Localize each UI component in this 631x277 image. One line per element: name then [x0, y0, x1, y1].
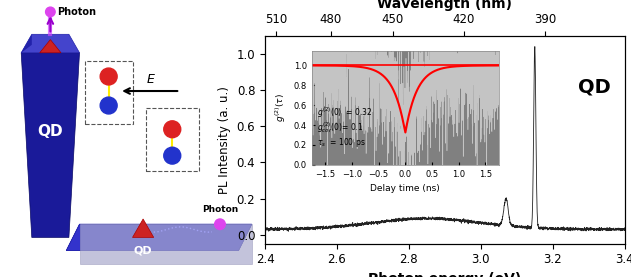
Polygon shape	[66, 224, 252, 251]
Polygon shape	[21, 34, 80, 53]
X-axis label: Wavelength (nm): Wavelength (nm)	[377, 0, 512, 11]
Text: e: e	[169, 124, 175, 134]
Polygon shape	[40, 40, 61, 53]
Circle shape	[100, 68, 117, 85]
Y-axis label: PL Intensity (a. u.): PL Intensity (a. u.)	[218, 86, 231, 194]
Text: h: h	[168, 151, 176, 161]
Circle shape	[164, 147, 180, 164]
Polygon shape	[133, 219, 154, 237]
Text: Photon: Photon	[202, 205, 238, 214]
Text: e: e	[105, 71, 112, 81]
Polygon shape	[66, 224, 252, 251]
Circle shape	[45, 7, 55, 17]
Text: QD: QD	[37, 124, 63, 139]
Circle shape	[100, 97, 117, 114]
X-axis label: Photon energy (eV): Photon energy (eV)	[369, 272, 521, 277]
Polygon shape	[21, 53, 80, 237]
Polygon shape	[80, 224, 252, 264]
Polygon shape	[21, 34, 32, 53]
Circle shape	[215, 219, 225, 230]
Text: h: h	[105, 101, 112, 111]
Text: $E$: $E$	[146, 73, 156, 86]
Circle shape	[164, 121, 180, 138]
Text: Photon: Photon	[57, 7, 96, 17]
Text: QD: QD	[134, 246, 153, 256]
Text: QD: QD	[578, 77, 611, 96]
